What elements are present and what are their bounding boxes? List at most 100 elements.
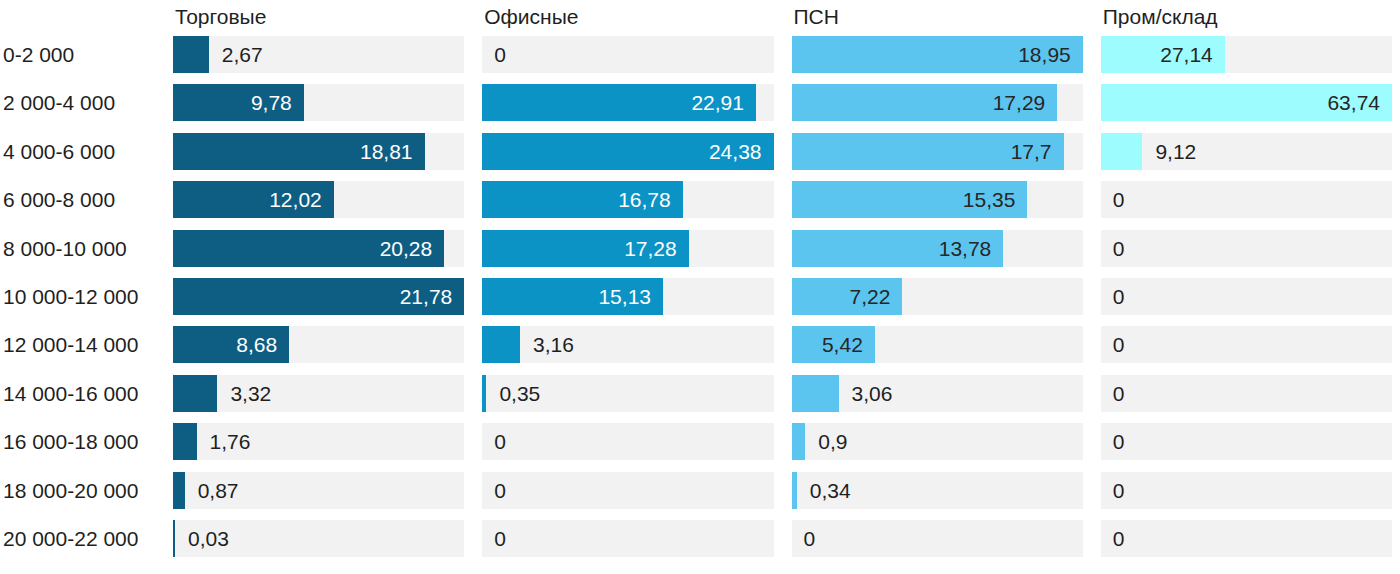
bar-value-label: 27,14 (1160, 36, 1213, 73)
bar (482, 326, 520, 363)
bar-track: 5,42 (792, 326, 1083, 363)
bar-track: 27,14 (1101, 36, 1392, 73)
bar-value-label: 63,74 (1327, 84, 1380, 121)
bar-value-label: 0,35 (499, 375, 540, 412)
bar (792, 423, 806, 460)
bar-value-label: 9,12 (1155, 133, 1196, 170)
bar (173, 472, 185, 509)
bar-value-label: 5,42 (822, 326, 863, 363)
bar-track: 63,74 (1101, 84, 1392, 121)
bar-track: 15,35 (792, 181, 1083, 218)
column-header-psn: ПСН (792, 4, 1083, 30)
bar-track: 18,81 (173, 133, 464, 170)
bar-value-label: 0 (494, 520, 506, 557)
bar-value-label: 15,13 (598, 278, 651, 315)
bar-value-label: 22,91 (691, 84, 744, 121)
bar-track: 22,91 (482, 84, 773, 121)
bar-value-label: 3,32 (230, 375, 271, 412)
bar-track: 0 (1101, 520, 1392, 557)
bar-value-label: 0 (1113, 278, 1125, 315)
bar-track: 8,68 (173, 326, 464, 363)
bar (792, 375, 839, 412)
bar-value-label: 0,34 (810, 472, 851, 509)
chart-row: 2 000-4 0009,7822,9117,2963,74 (0, 84, 1400, 121)
chart-row: 18 000-20 0000,8700,340 (0, 472, 1400, 509)
bar-value-label: 13,78 (939, 230, 992, 267)
row-category-label: 10 000-12 000 (0, 278, 155, 315)
bar-track: 3,06 (792, 375, 1083, 412)
bar-track: 24,38 (482, 133, 773, 170)
bar-value-label: 0 (1113, 520, 1125, 557)
bar-value-label: 15,35 (963, 181, 1016, 218)
bar (792, 472, 797, 509)
bar-value-label: 18,95 (1018, 36, 1071, 73)
chart-row: 6 000-8 00012,0216,7815,350 (0, 181, 1400, 218)
bar-value-label: 16,78 (618, 181, 671, 218)
column-header-torgovye: Торговые (173, 4, 464, 30)
bar-value-label: 24,38 (709, 133, 762, 170)
bar-track: 1,76 (173, 423, 464, 460)
row-category-label: 14 000-16 000 (0, 375, 155, 412)
chart-row: 16 000-18 0001,7600,90 (0, 423, 1400, 460)
bar-value-label: 21,78 (400, 278, 453, 315)
bar-value-label: 0 (1113, 326, 1125, 363)
row-category-label: 6 000-8 000 (0, 181, 155, 218)
bar-value-label: 8,68 (236, 326, 277, 363)
bar-track: 9,12 (1101, 133, 1392, 170)
bar-track: 0,9 (792, 423, 1083, 460)
bar-track: 0,87 (173, 472, 464, 509)
row-category-label: 20 000-22 000 (0, 520, 155, 557)
bar-value-label: 2,67 (222, 36, 263, 73)
bar-track: 0 (482, 520, 773, 557)
bar-track: 17,7 (792, 133, 1083, 170)
bar-track: 16,78 (482, 181, 773, 218)
bar (482, 375, 486, 412)
bar-track: 0 (482, 472, 773, 509)
bar-value-label: 18,81 (360, 133, 413, 170)
bar (173, 423, 197, 460)
bar-value-label: 0 (494, 36, 506, 73)
chart-row: 10 000-12 000 21,78 15,13 7,22 0 (0, 278, 1400, 315)
bar-track: 0 (1101, 423, 1392, 460)
bar-value-label: 0 (1113, 375, 1125, 412)
bar-value-label: 17,7 (1011, 133, 1052, 170)
bar-track: 0 (1101, 326, 1392, 363)
bar-value-label: 0,03 (188, 520, 229, 557)
chart-row: 14 000-16 000 3,32 0,35 3,06 0 (0, 375, 1400, 412)
bar-track: 0 (482, 36, 773, 73)
bar-track: 21,78 (173, 278, 464, 315)
bar (173, 520, 175, 557)
bar-track: 15,13 (482, 278, 773, 315)
bar-track: 3,32 (173, 375, 464, 412)
bar-track: 0,35 (482, 375, 773, 412)
row-category-label: 4 000-6 000 (0, 133, 155, 170)
bar-value-label: 0 (494, 472, 506, 509)
bar-value-label: 12,02 (269, 181, 322, 218)
bar-track: 7,22 (792, 278, 1083, 315)
bar-track: 20,28 (173, 230, 464, 267)
price-distribution-bar-chart: Торговые Офисные ПСН Пром/склад 0-2 0002… (0, 0, 1400, 574)
bar (1101, 133, 1143, 170)
bar-value-label: 0 (1113, 423, 1125, 460)
chart-rows: 0-2 0002,67018,9527,142 000-4 0009,7822,… (0, 36, 1400, 557)
bar-track: 0 (792, 520, 1083, 557)
bar-track: 2,67 (173, 36, 464, 73)
bar-value-label: 0 (804, 520, 816, 557)
bar-track: 18,95 (792, 36, 1083, 73)
row-category-label: 8 000-10 000 (0, 230, 155, 267)
bar-value-label: 20,28 (380, 230, 433, 267)
bar-track: 0 (1101, 278, 1392, 315)
bar-value-label: 9,78 (251, 84, 292, 121)
bar-track: 12,02 (173, 181, 464, 218)
bar-track: 17,28 (482, 230, 773, 267)
bar-track: 9,78 (173, 84, 464, 121)
bar-value-label: 3,06 (852, 375, 893, 412)
bar-track: 0,34 (792, 472, 1083, 509)
column-header-prom-sklad: Пром/склад (1101, 4, 1392, 30)
bar-value-label: 0 (1113, 230, 1125, 267)
bar (173, 375, 217, 412)
row-category-label: 0-2 000 (0, 36, 155, 73)
bar-value-label: 7,22 (850, 278, 891, 315)
bar-track: 3,16 (482, 326, 773, 363)
bar-track: 0 (482, 423, 773, 460)
